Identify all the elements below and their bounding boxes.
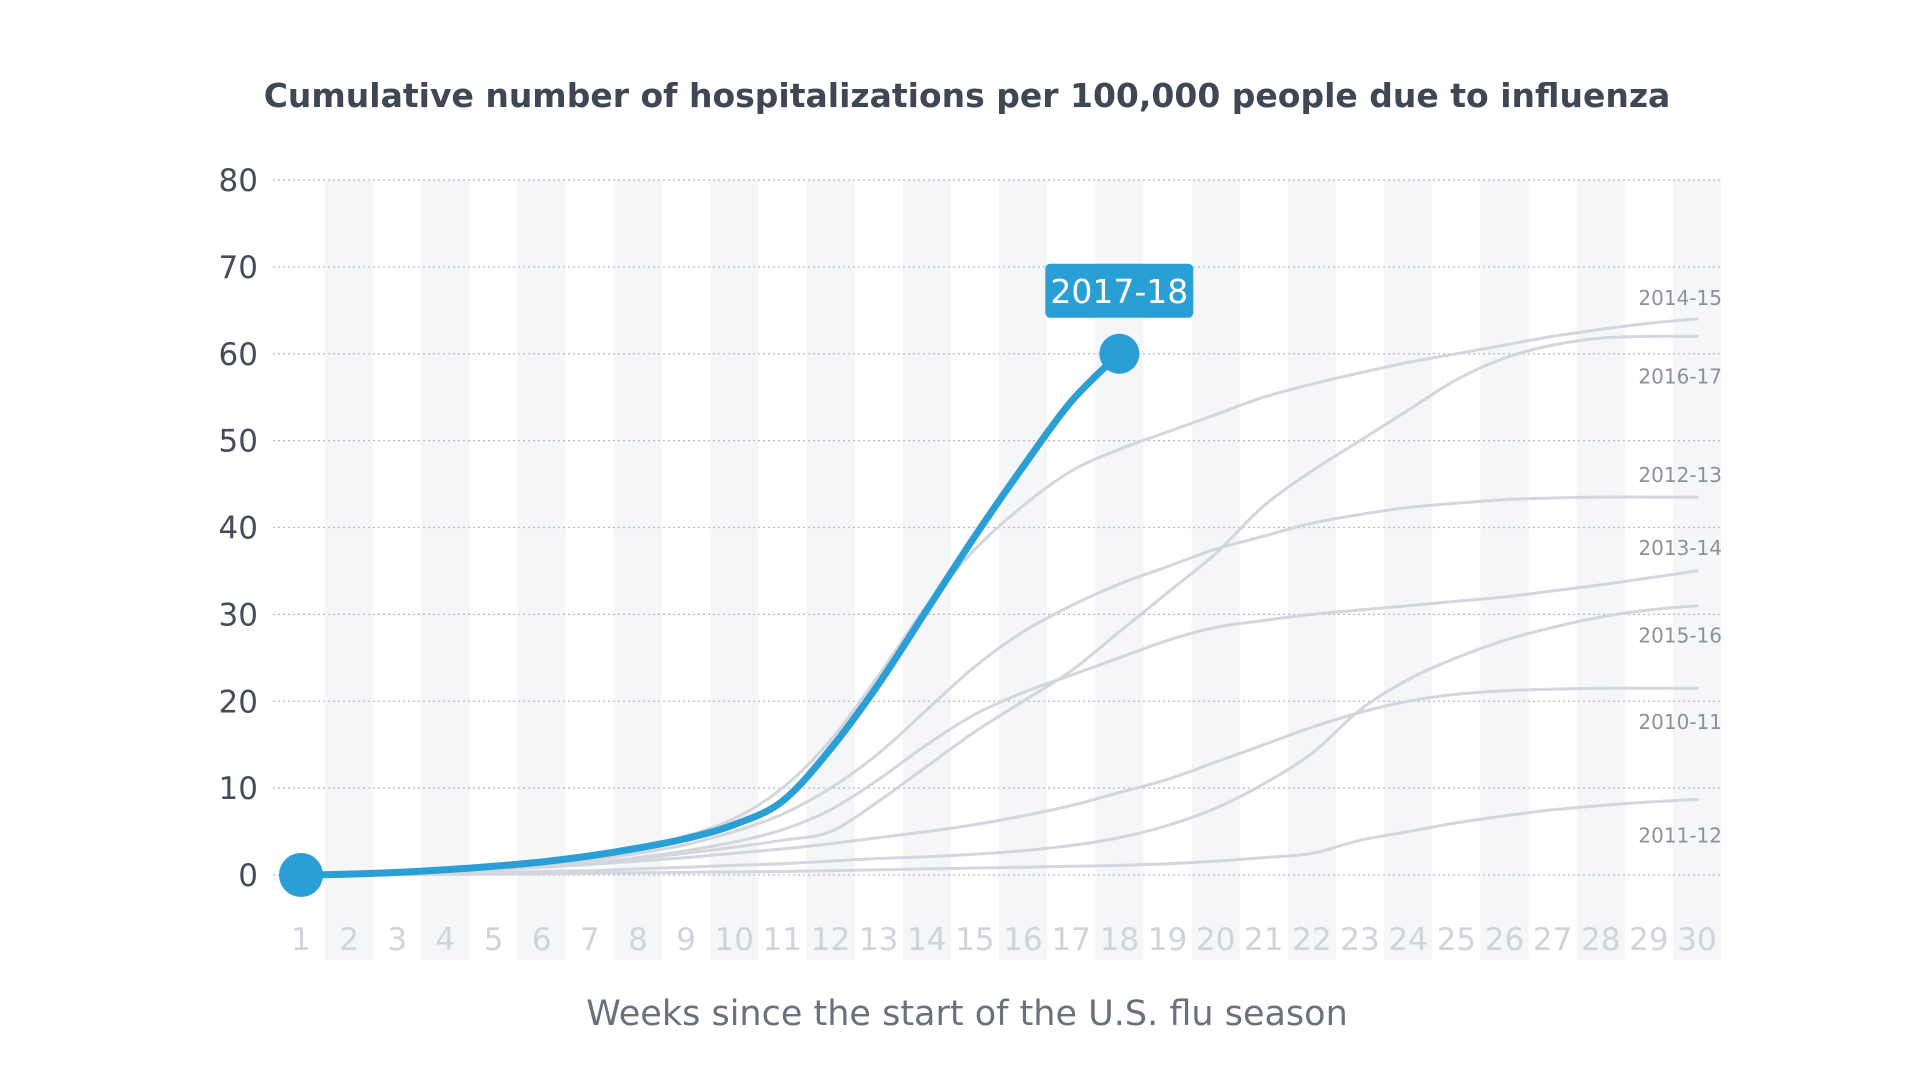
series-line-2017-18 <box>297 350 1123 879</box>
y-tick-label: 50 <box>219 424 258 460</box>
highlight-callout-box <box>1045 263 1194 318</box>
column-stripe <box>999 180 1048 960</box>
x-tick-label: 28 <box>1581 922 1620 958</box>
column-stripe <box>517 180 566 960</box>
x-tick-label: 4 <box>436 922 456 958</box>
column-stripe <box>1191 180 1240 960</box>
series-label-2015-16: 2015-16 <box>1638 624 1722 648</box>
series-label-2012-13: 2012-13 <box>1638 463 1722 487</box>
series-label-2016-17: 2016-17 <box>1638 364 1722 388</box>
x-tick-label: 14 <box>907 922 946 958</box>
x-tick-label: 23 <box>1340 922 1379 958</box>
y-tick-label: 80 <box>219 163 258 199</box>
series-label-2014-15: 2014-15 <box>1638 286 1722 310</box>
x-tick-label: 16 <box>1003 922 1042 958</box>
x-tick-label: 18 <box>1100 922 1139 958</box>
x-tick-label: 7 <box>580 922 600 958</box>
y-tick-label: 40 <box>219 511 258 547</box>
x-tick-label: 8 <box>628 922 648 958</box>
x-tick-label: 5 <box>484 922 504 958</box>
series-line-2011-12 <box>299 797 1699 877</box>
highlight-series: 2017-18 <box>279 263 1194 897</box>
x-tick-label: 6 <box>532 922 552 958</box>
column-stripe <box>1384 180 1433 960</box>
x-tick-label: 29 <box>1629 922 1668 958</box>
x-tick-label: 9 <box>676 922 696 958</box>
x-tick-label: 1 <box>291 922 311 958</box>
x-axis-label: Weeks since the start of the U.S. flu se… <box>586 994 1348 1034</box>
series-labels: 2014-15 2016-17 2012-13 2013-14 2015-16 2010-… <box>1638 286 1722 847</box>
chart-title: Cumulative number of hospitalizations pe… <box>264 76 1671 115</box>
column-stripe <box>421 180 470 960</box>
x-tick-label: 19 <box>1148 922 1187 958</box>
x-tick-label: 25 <box>1437 922 1476 958</box>
column-stripe <box>325 180 374 960</box>
column-stripe <box>1480 180 1529 960</box>
x-tick-label: 30 <box>1677 922 1716 958</box>
highlight-end-marker <box>1099 333 1140 374</box>
column-stripe <box>1287 180 1336 960</box>
y-axis-ticks: 0 10 20 30 40 50 60 70 80 <box>219 163 258 894</box>
highlight-start-marker <box>279 853 323 897</box>
y-tick-label: 70 <box>219 250 258 286</box>
x-tick-label: 13 <box>859 922 898 958</box>
x-tick-label: 15 <box>955 922 994 958</box>
highlight-callout-label: 2017-18 <box>1050 272 1188 311</box>
series-label-2010-11: 2010-11 <box>1638 710 1722 734</box>
series-line-2010-11 <box>299 686 1699 877</box>
x-tick-label: 17 <box>1051 922 1090 958</box>
x-tick-label: 11 <box>763 922 802 958</box>
series-label-2011-12: 2011-12 <box>1638 823 1722 847</box>
x-tick-label: 10 <box>715 922 754 958</box>
x-tick-label: 3 <box>387 922 407 958</box>
y-tick-label: 20 <box>219 684 258 720</box>
y-tick-label: 30 <box>219 597 258 633</box>
series-line-2015-16 <box>299 604 1699 877</box>
column-stripe <box>1576 180 1625 960</box>
series-label-2013-14: 2013-14 <box>1638 536 1722 560</box>
x-tick-label: 22 <box>1292 922 1331 958</box>
column-stripe <box>613 180 662 960</box>
y-tick-label: 0 <box>238 858 258 894</box>
column-stripes <box>325 180 1721 960</box>
x-tick-label: 2 <box>339 922 359 958</box>
y-tick-label: 10 <box>219 771 258 807</box>
column-stripe <box>902 180 951 960</box>
x-tick-label: 26 <box>1485 922 1524 958</box>
x-tick-label: 21 <box>1244 922 1283 958</box>
x-tick-label: 12 <box>811 922 850 958</box>
x-tick-label: 20 <box>1196 922 1235 958</box>
x-tick-label: 24 <box>1388 922 1427 958</box>
x-axis-ticks: 1 2 3 4 5 6 7 8 9 10 11 12 13 14 15 16 17 18 19 20 21 22 23 24 2… <box>291 922 1717 958</box>
x-tick-label: 27 <box>1533 922 1572 958</box>
y-tick-label: 60 <box>219 337 258 373</box>
